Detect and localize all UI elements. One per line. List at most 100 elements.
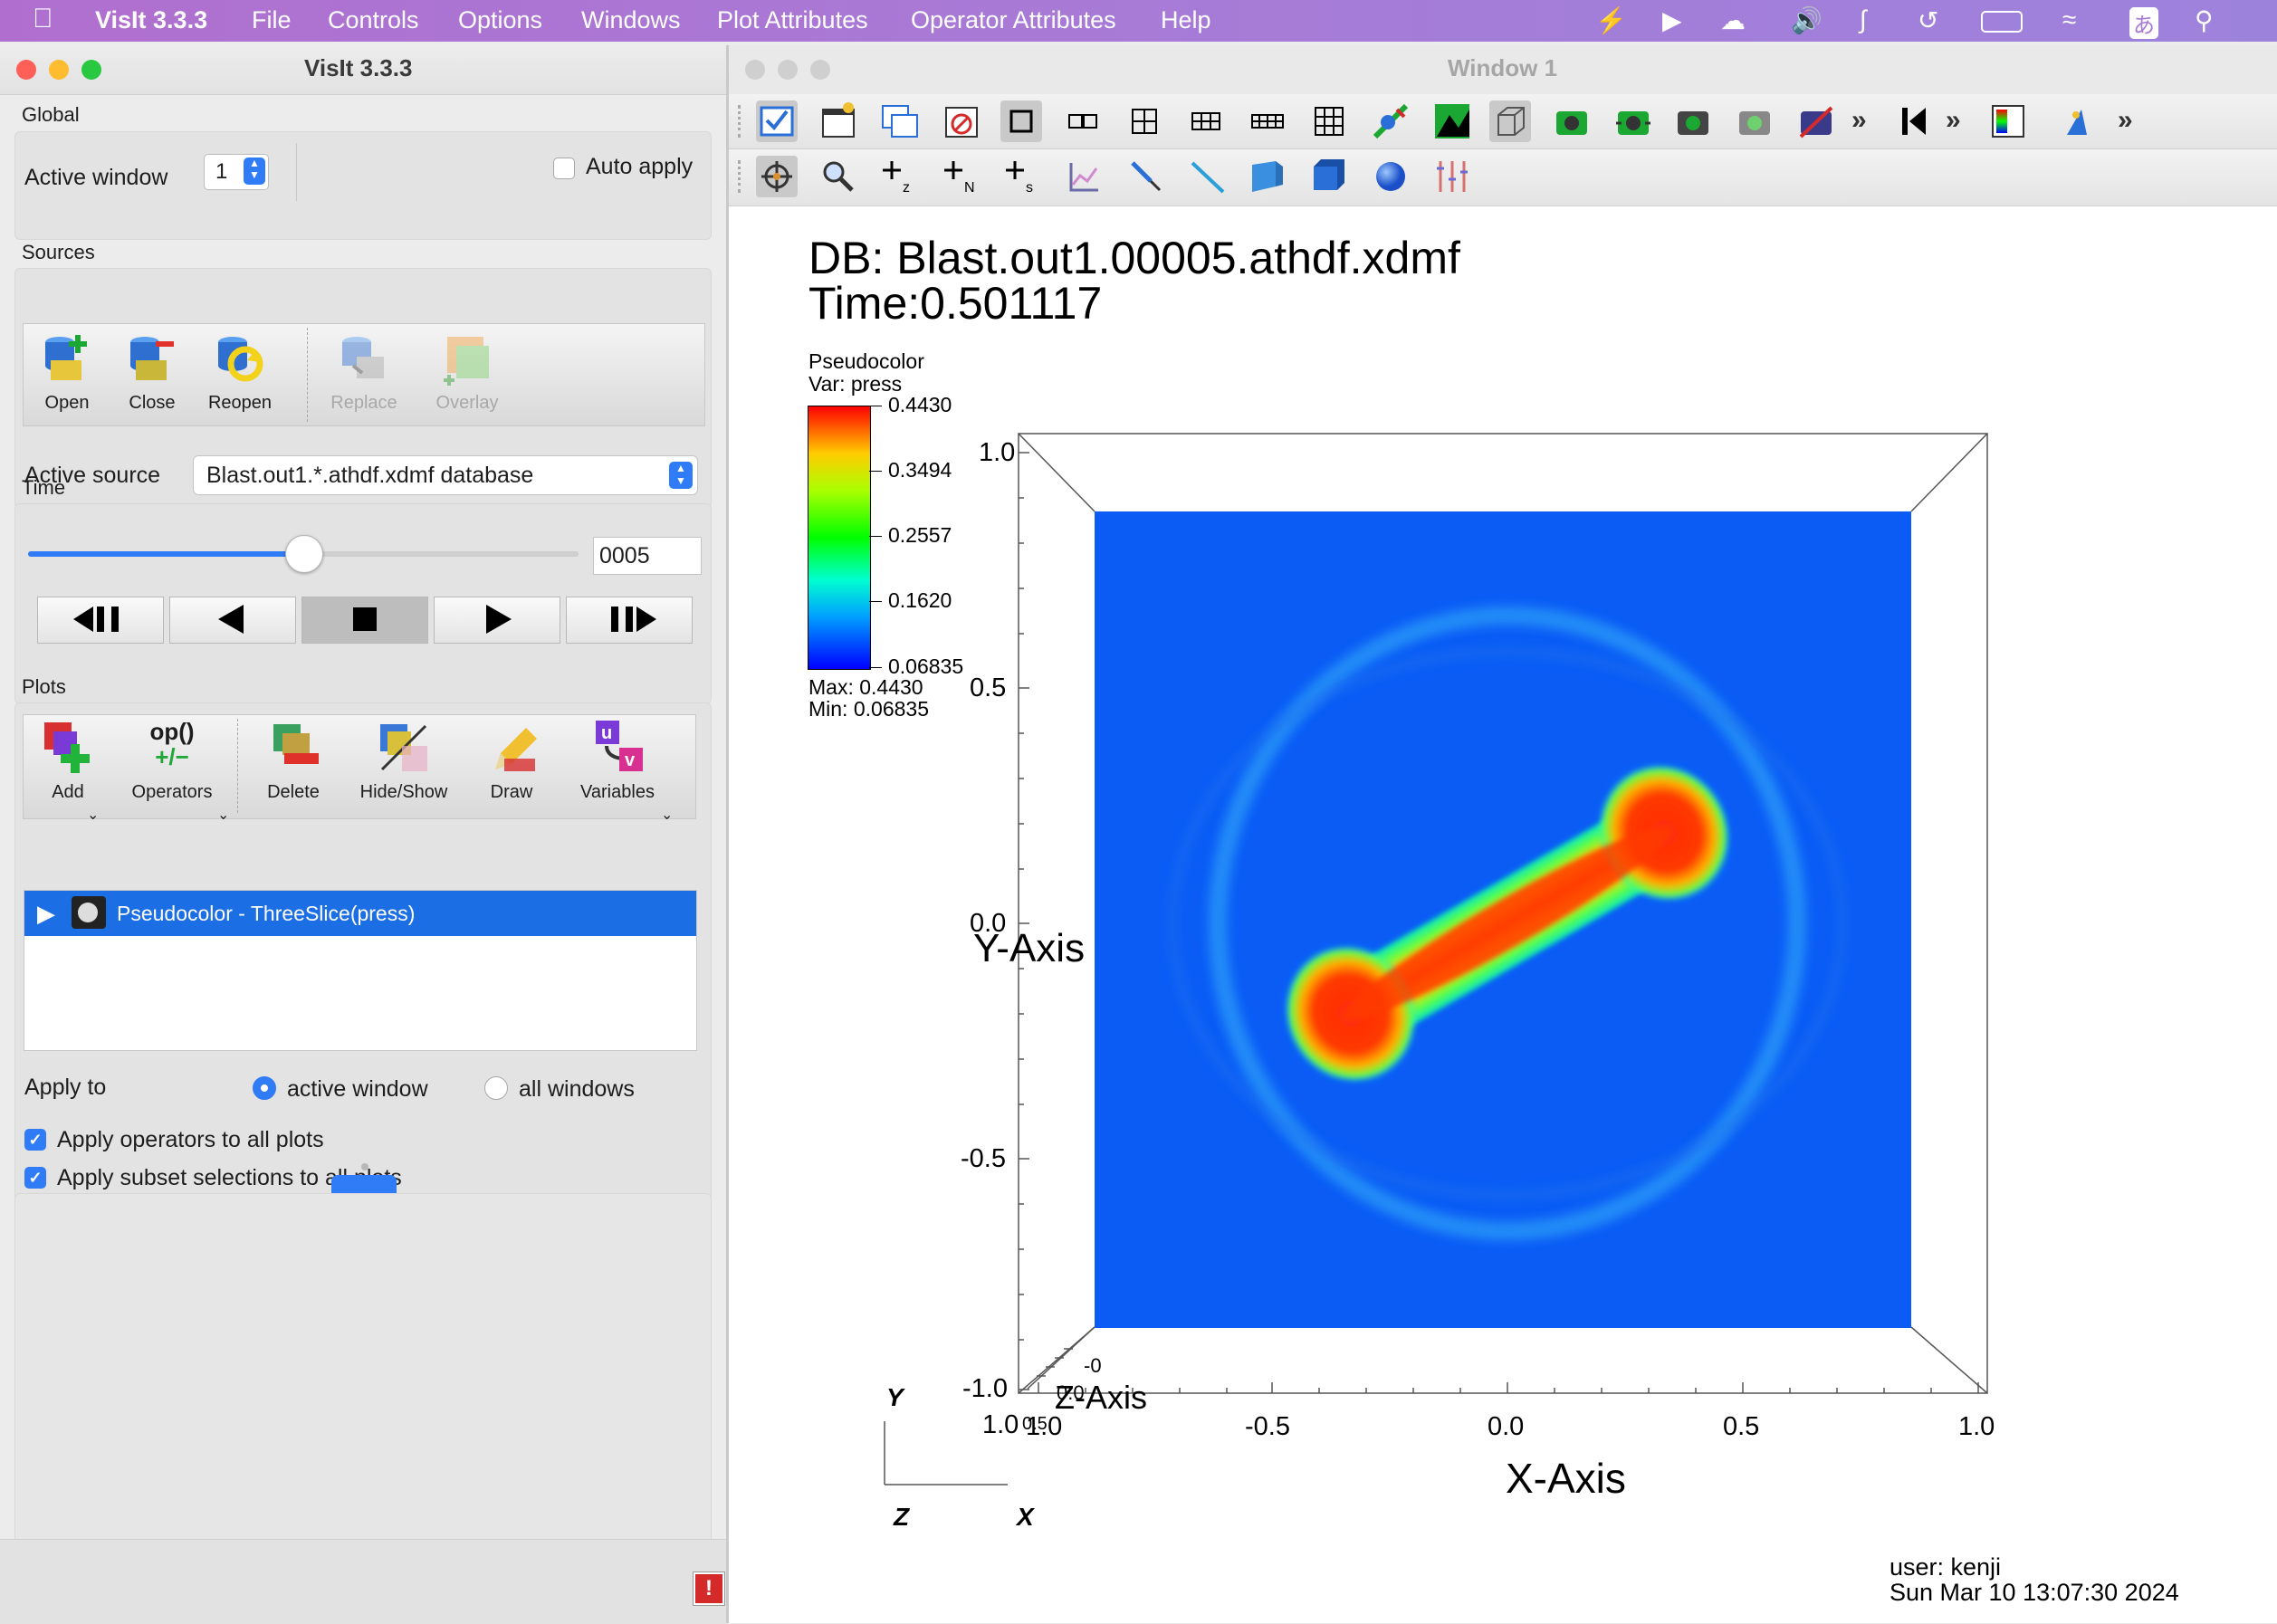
reopen-button[interactable]: Reopen [199, 330, 281, 414]
toggle-3d-icon[interactable] [1489, 100, 1531, 142]
layout-1x2-icon[interactable] [1062, 100, 1104, 142]
spotlight-icon[interactable]: ⚲ [2195, 6, 2214, 34]
camera-delete-icon[interactable] [1795, 100, 1837, 142]
spinner-arrows-icon[interactable]: ▲ ▼ [244, 158, 265, 185]
shock-ring [1209, 607, 1806, 1240]
splitter-handle[interactable] [361, 1163, 368, 1170]
time-state-field[interactable]: 0005 [593, 537, 702, 575]
play-button[interactable] [434, 597, 560, 644]
operators-button[interactable]: op() +/− Operators ⌄ [116, 719, 230, 823]
active-source-combo[interactable]: Blast.out1.*.athdf.xdmf database ▲ ▼ [193, 455, 698, 495]
toolbar-overflow-icon-2[interactable]: » [1946, 105, 1961, 135]
apply-active-window-radio[interactable] [253, 1076, 276, 1100]
close-button[interactable]: Close [114, 330, 190, 414]
zoom-window-icon[interactable] [81, 60, 101, 80]
navigate-mode-icon[interactable] [756, 156, 798, 197]
active-window-spinner[interactable]: 1 ▲ ▼ [204, 154, 269, 190]
battery-icon[interactable] [1981, 5, 2023, 34]
zone-pick-icon[interactable]: z [879, 156, 921, 197]
overlay-button[interactable]: Overlay [422, 330, 512, 414]
layout-2x4-icon[interactable] [1247, 100, 1288, 142]
menu-windows[interactable]: Windows [581, 6, 681, 33]
spreadsheet-pick-icon[interactable]: s [1002, 156, 1044, 197]
lineout-icon[interactable] [1064, 156, 1105, 197]
menu-options[interactable]: Options [458, 6, 543, 33]
error-notification-icon[interactable]: ! [694, 1572, 724, 1605]
menu-file[interactable]: File [252, 6, 292, 33]
apply-operators-checkbox[interactable]: ✓ [24, 1129, 46, 1151]
lock-time-icon[interactable] [1431, 100, 1473, 142]
toolbar-overflow-icon-3[interactable]: » [2118, 105, 2133, 135]
close-window-icon[interactable] [745, 60, 765, 80]
cloud-icon[interactable]: ☁ [1720, 6, 1746, 34]
node-pick-icon[interactable]: N [941, 156, 982, 197]
camera-pan-icon[interactable] [1612, 100, 1654, 142]
camera-icon[interactable] [1672, 100, 1714, 142]
time-machine-icon[interactable]: ↺ [1918, 6, 1939, 34]
play-backward-button[interactable] [169, 597, 296, 644]
input-method-icon[interactable]: あ [2129, 7, 2158, 39]
plot-visibility-icon[interactable] [72, 896, 106, 929]
apply-subset-checkbox[interactable]: ✓ [24, 1167, 46, 1189]
previous-frame-icon[interactable] [1893, 100, 1935, 142]
auto-apply-checkbox[interactable] [553, 158, 575, 179]
delete-window-icon[interactable] [941, 100, 982, 142]
play-circle-icon[interactable]: ▶ [1662, 6, 1682, 34]
camera-save-icon[interactable] [1551, 100, 1593, 142]
close-window-icon[interactable] [16, 60, 36, 80]
sphere-tool-icon[interactable] [1370, 156, 1411, 197]
toolbar-overflow-icon[interactable]: » [1851, 105, 1867, 135]
delete-plot-button[interactable]: Delete [250, 719, 337, 803]
draw-button[interactable]: Draw [471, 719, 552, 803]
cat-icon[interactable]: ⚡ [1595, 6, 1627, 34]
lock-view-icon[interactable] [1370, 100, 1411, 142]
layout-2x2-icon[interactable] [1124, 100, 1165, 142]
control-window-title: VisIt 3.3.3 [304, 54, 413, 81]
minimize-window-icon[interactable] [49, 60, 69, 80]
new-window-icon[interactable] [818, 100, 859, 142]
menu-help[interactable]: Help [1161, 6, 1211, 33]
layout-2x3-icon[interactable] [1185, 100, 1227, 142]
apple-icon[interactable]:  [33, 4, 53, 34]
point-tool-icon[interactable] [1125, 156, 1167, 197]
menu-app-name[interactable]: VisIt 3.3.3 [95, 6, 208, 33]
plot-list-row[interactable]: ▶ Pseudocolor - ThreeSlice(press) [24, 891, 696, 936]
hide-show-button[interactable]: Hide/Show [348, 719, 460, 803]
camera-gray-icon[interactable] [1734, 100, 1775, 142]
line-tool-icon[interactable] [1187, 156, 1229, 197]
open-button[interactable]: Open [29, 330, 105, 414]
apply-all-windows-radio[interactable] [484, 1076, 508, 1100]
operators-icon-text2: +/− [155, 743, 189, 770]
sources-group: Open Close Reopen Replace [14, 268, 712, 509]
axis-restriction-tool-icon[interactable] [1431, 156, 1473, 197]
wifi-icon[interactable]: ≈ [2062, 5, 2077, 33]
step-forward-button[interactable] [566, 597, 693, 644]
volume-icon[interactable]: 🔊 [1791, 6, 1823, 34]
step-back-button[interactable] [37, 597, 164, 644]
menu-controls[interactable]: Controls [328, 6, 419, 33]
activate-window-icon[interactable] [756, 100, 798, 142]
color-table-icon[interactable] [1987, 100, 2029, 142]
plot-list[interactable]: ▶ Pseudocolor - ThreeSlice(press) [24, 890, 697, 1051]
zoom-mode-icon[interactable] [818, 156, 859, 197]
add-plot-button[interactable]: Add ⌄ [29, 719, 107, 823]
replace-database-icon [335, 330, 393, 387]
clone-window-icon[interactable] [879, 100, 921, 142]
box-tool-icon[interactable] [1308, 156, 1350, 197]
time-group: 0005 [14, 503, 712, 704]
minimize-window-icon[interactable] [778, 60, 798, 80]
stop-button[interactable] [301, 597, 428, 644]
layout-3x3-icon[interactable] [1308, 100, 1350, 142]
bluetooth-icon[interactable]: ∫ [1860, 5, 1867, 33]
expand-plot-icon[interactable]: ▶ [37, 900, 55, 927]
plot-canvas[interactable] [729, 45, 2277, 1623]
zoom-window-icon[interactable] [810, 60, 830, 80]
menu-operator-attributes[interactable]: Operator Attributes [911, 6, 1116, 33]
menu-plot-attributes[interactable]: Plot Attributes [717, 6, 868, 33]
layout-1x1-icon[interactable] [1000, 100, 1042, 142]
plane-tool-icon[interactable] [1247, 156, 1288, 197]
time-slider-knob[interactable] [285, 535, 323, 573]
replace-button[interactable]: Replace [319, 330, 409, 414]
wizard-icon[interactable] [2056, 100, 2098, 142]
